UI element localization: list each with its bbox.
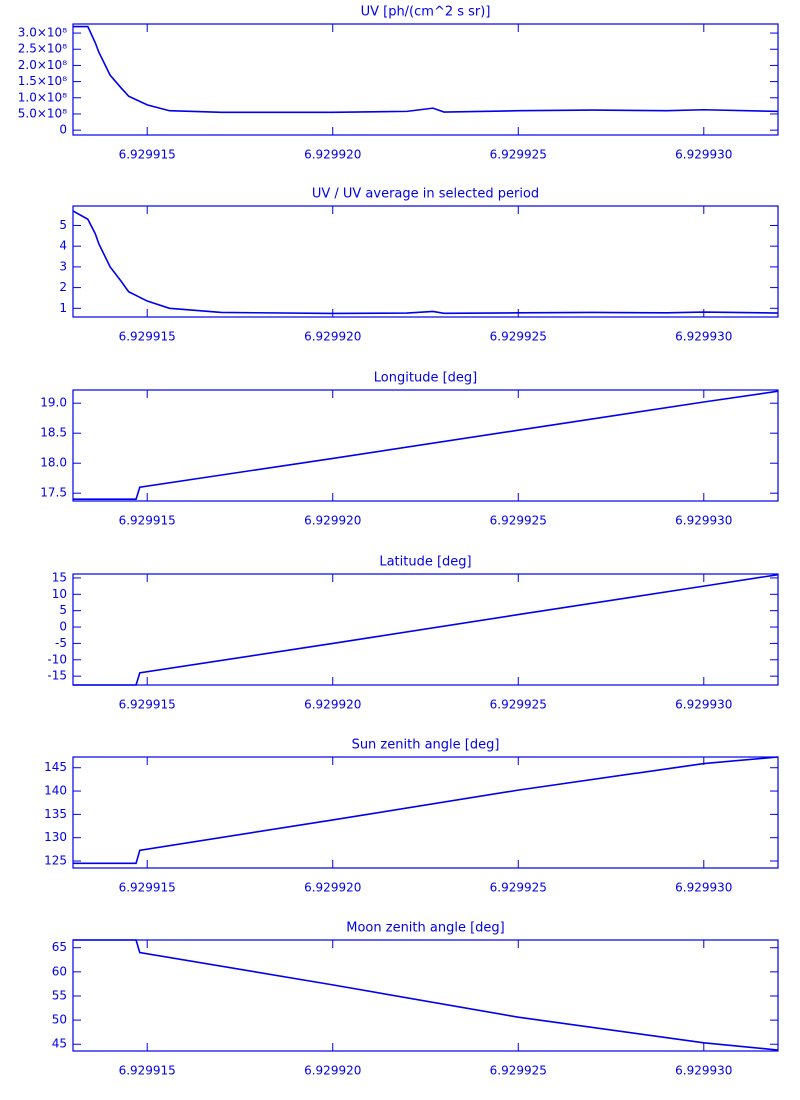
y-tick-label: 0 <box>59 123 67 137</box>
plot-frame <box>72 23 779 136</box>
y-tick-label: 50 <box>52 1013 67 1027</box>
x-tick-label: 6.929915 <box>119 698 176 712</box>
y-tick-label: 60 <box>52 964 67 978</box>
y-tick-label: 45 <box>52 1037 67 1051</box>
x-tick-label: 6.929930 <box>675 881 732 895</box>
x-tick-label: 6.929915 <box>119 881 176 895</box>
x-tick-label: 6.929920 <box>304 514 361 528</box>
data-line <box>73 939 779 1051</box>
y-tick-label: 4 <box>59 239 67 253</box>
x-tick-label: 6.929915 <box>119 330 176 344</box>
y-tick-label: 5 <box>59 218 67 232</box>
chart-title: Moon zenith angle [deg] <box>346 921 504 936</box>
x-tick-label: 6.929925 <box>490 148 547 162</box>
y-tick-label: 5 <box>59 603 67 617</box>
plot-frame <box>72 756 779 869</box>
x-tick-label: 6.929920 <box>304 1064 361 1078</box>
plot-frame <box>72 939 779 1052</box>
y-tick-label: 3.0×10⁸ <box>18 26 67 40</box>
y-tick-label: 2.5×10⁸ <box>18 42 67 56</box>
x-tick-label: 6.929925 <box>490 698 547 712</box>
y-tick-label: 1.0×10⁸ <box>18 90 67 104</box>
x-tick-label: 6.929915 <box>119 148 176 162</box>
x-tick-label: 6.929920 <box>304 330 361 344</box>
chart-title: UV [ph/(cm^2 s sr)] <box>361 5 491 20</box>
y-tick-label: 140 <box>44 784 67 798</box>
y-tick-label: 10 <box>52 587 67 601</box>
y-tick-label: 19.0 <box>40 396 67 410</box>
y-tick-label: 2.0×10⁸ <box>18 58 67 72</box>
plot-frame <box>72 205 779 318</box>
x-tick-label: 6.929925 <box>490 1064 547 1078</box>
y-tick-label: 135 <box>44 807 67 821</box>
chart-title: Sun zenith angle [deg] <box>352 738 500 753</box>
y-tick-label: 17.5 <box>40 486 67 500</box>
x-tick-label: 6.929930 <box>675 330 732 344</box>
data-line <box>73 756 779 865</box>
y-tick-label: 1 <box>59 301 67 315</box>
y-tick-label: 2 <box>59 280 67 294</box>
y-tick-label: 55 <box>52 988 67 1002</box>
y-tick-label: -15 <box>47 669 67 683</box>
x-tick-label: 6.929920 <box>304 698 361 712</box>
x-tick-label: 6.929925 <box>490 330 547 344</box>
data-line <box>72 210 779 315</box>
x-tick-label: 6.929925 <box>490 881 547 895</box>
chart-title: Latitude [deg] <box>379 555 471 570</box>
y-tick-label: 18.0 <box>40 456 67 470</box>
data-line <box>73 25 779 114</box>
y-tick-label: 65 <box>52 940 67 954</box>
y-tick-label: 145 <box>44 760 67 774</box>
y-tick-label: 125 <box>44 854 67 868</box>
y-tick-label: -5 <box>55 636 67 650</box>
y-tick-label: 5.0×10⁸ <box>18 106 67 120</box>
y-tick-label: 130 <box>44 830 67 844</box>
x-tick-label: 6.929915 <box>119 1064 176 1078</box>
y-tick-label: 1.5×10⁸ <box>18 74 67 88</box>
y-tick-label: 15 <box>52 570 67 584</box>
x-tick-label: 6.929915 <box>119 514 176 528</box>
chart-title: Longitude [deg] <box>374 371 477 386</box>
x-tick-label: 6.929930 <box>675 698 732 712</box>
x-tick-label: 6.929930 <box>675 1064 732 1078</box>
chart-title: UV / UV average in selected period <box>312 187 539 202</box>
plot-frame <box>72 389 779 502</box>
x-tick-label: 6.929920 <box>304 148 361 162</box>
x-tick-label: 6.929930 <box>675 148 732 162</box>
y-tick-label: 3 <box>59 259 67 273</box>
x-tick-label: 6.929925 <box>490 514 547 528</box>
data-line <box>73 390 779 500</box>
y-tick-label: 18.5 <box>40 426 67 440</box>
y-tick-label: -10 <box>47 652 67 666</box>
x-tick-label: 6.929920 <box>304 881 361 895</box>
data-line <box>73 573 779 686</box>
y-tick-label: 0 <box>59 620 67 634</box>
plot-frame <box>72 573 779 686</box>
x-tick-label: 6.929930 <box>675 514 732 528</box>
